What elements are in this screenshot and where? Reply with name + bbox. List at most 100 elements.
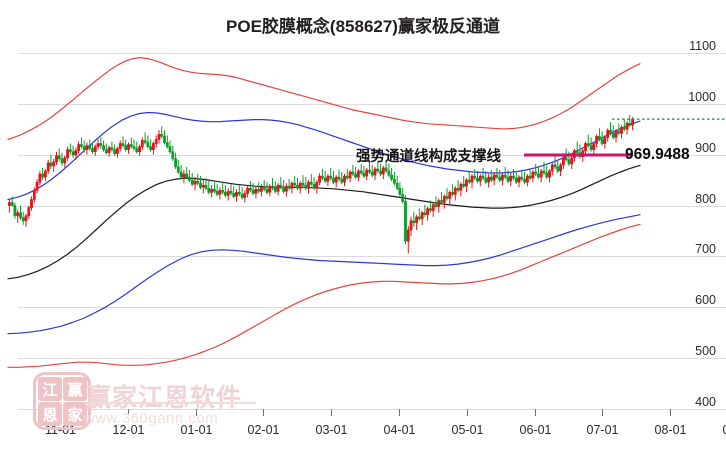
candle-body bbox=[71, 151, 75, 156]
candle-body bbox=[13, 205, 17, 217]
x-tick-label: 09-01 bbox=[722, 423, 726, 437]
x-tick-label: 02-01 bbox=[247, 423, 280, 437]
candle-body bbox=[523, 178, 527, 183]
candle-body bbox=[592, 143, 596, 150]
candle-body bbox=[149, 146, 153, 151]
candle-body bbox=[104, 149, 108, 154]
candle-body bbox=[368, 169, 371, 173]
x-tick-label: 06-01 bbox=[519, 423, 552, 437]
candle-body bbox=[343, 175, 346, 183]
candle-body bbox=[539, 170, 543, 178]
candle-body bbox=[215, 191, 219, 195]
candle-body bbox=[334, 176, 338, 183]
y-tick-label: 1000 bbox=[688, 89, 716, 104]
candle-body bbox=[323, 177, 327, 182]
candle-body bbox=[273, 188, 277, 192]
y-tick-label: 1100 bbox=[689, 38, 716, 53]
candle-body bbox=[464, 179, 468, 187]
candle-body bbox=[412, 220, 416, 224]
page-title: POE胶膜概念(858627)赢家极反通道 bbox=[226, 17, 500, 36]
candle-body bbox=[207, 188, 211, 193]
candle-body bbox=[373, 168, 377, 176]
candle-body bbox=[318, 175, 322, 183]
candle-body bbox=[96, 143, 100, 147]
candle-body bbox=[91, 148, 94, 153]
candle-body bbox=[445, 196, 449, 199]
candle-body bbox=[221, 190, 225, 193]
candle-body bbox=[196, 180, 200, 184]
candle-body bbox=[431, 204, 435, 212]
candle-body bbox=[174, 158, 178, 168]
candle-body bbox=[534, 171, 538, 175]
candle-body bbox=[467, 179, 471, 183]
candle-body bbox=[392, 178, 396, 184]
candle-body bbox=[262, 187, 266, 190]
candle-body bbox=[556, 166, 560, 172]
candle-body bbox=[517, 176, 521, 183]
candle-body bbox=[21, 217, 25, 222]
channel-line-middle bbox=[7, 164, 641, 280]
candle-body bbox=[398, 188, 402, 195]
candle-body bbox=[476, 177, 479, 182]
candle-body bbox=[118, 143, 122, 149]
candle-body bbox=[426, 208, 430, 216]
candle-body bbox=[296, 184, 299, 189]
y-tick-label: 800 bbox=[695, 191, 716, 206]
x-tick-label: 01-01 bbox=[180, 423, 213, 437]
gridlines bbox=[18, 53, 726, 410]
candle-body bbox=[620, 127, 623, 134]
candle-body bbox=[74, 150, 78, 156]
candle-body bbox=[190, 179, 194, 185]
candle-body bbox=[259, 187, 263, 192]
candle-body bbox=[356, 170, 360, 178]
candle-body bbox=[199, 182, 202, 188]
candle-body bbox=[43, 170, 47, 178]
candle-body bbox=[489, 176, 493, 181]
candle-body bbox=[143, 140, 147, 143]
candle-body bbox=[138, 146, 142, 153]
candle-body bbox=[85, 145, 89, 151]
candle-body bbox=[307, 181, 310, 189]
candle-body bbox=[226, 191, 230, 196]
candle-body bbox=[30, 199, 33, 208]
candle-body bbox=[611, 133, 615, 138]
candle-body bbox=[520, 176, 524, 180]
candle-body bbox=[584, 143, 587, 151]
y-tick-label: 400 bbox=[695, 394, 716, 409]
candle-body bbox=[213, 189, 216, 192]
candle-body bbox=[570, 157, 574, 165]
candle-body bbox=[376, 168, 380, 172]
candle-body bbox=[185, 173, 189, 178]
candle-body bbox=[514, 177, 518, 183]
candle-body bbox=[41, 173, 45, 178]
candle-body bbox=[359, 170, 363, 174]
candle-body bbox=[163, 136, 166, 143]
candle-body bbox=[127, 144, 130, 150]
candle-body bbox=[481, 175, 485, 179]
candle-body bbox=[420, 212, 424, 220]
candle-body bbox=[498, 176, 502, 181]
channel-bands bbox=[7, 56, 641, 368]
candle-body bbox=[609, 130, 612, 134]
candle-body bbox=[315, 181, 319, 189]
candle-body bbox=[218, 190, 222, 195]
candle-body bbox=[354, 173, 358, 178]
candle-body bbox=[628, 122, 632, 126]
candle-body bbox=[542, 170, 546, 174]
candle-body bbox=[631, 118, 635, 126]
candle-body bbox=[395, 182, 399, 189]
candle-body bbox=[487, 176, 491, 183]
candle-body bbox=[453, 188, 457, 195]
candle-body bbox=[423, 212, 427, 215]
candle-body bbox=[55, 155, 58, 163]
candle-body bbox=[298, 182, 302, 189]
candle-body bbox=[271, 185, 274, 189]
candle-body bbox=[60, 158, 64, 164]
y-tick-label: 600 bbox=[695, 292, 716, 307]
candle-body bbox=[462, 183, 466, 187]
candle-body bbox=[470, 175, 474, 183]
candle-body bbox=[492, 174, 496, 181]
candle-body bbox=[93, 146, 97, 153]
candle-body bbox=[381, 167, 385, 175]
